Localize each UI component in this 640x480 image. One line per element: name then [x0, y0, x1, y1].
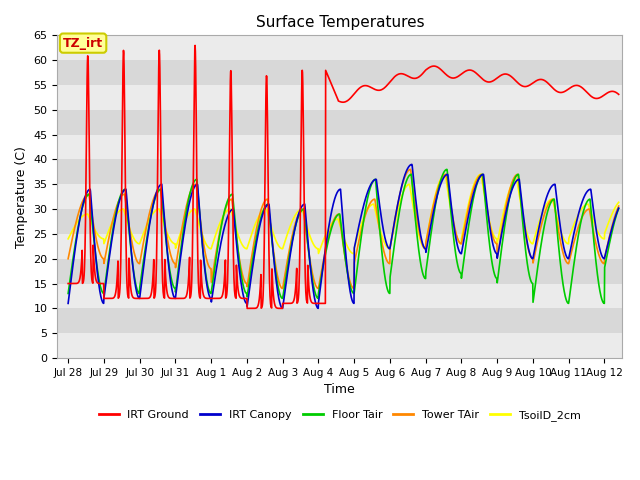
TsoilD_2cm — [350, 251, 358, 257]
X-axis label: Time: Time — [324, 383, 355, 396]
TsoilD_2cm — [332, 216, 340, 222]
Floor Tair — [317, 274, 325, 280]
Floor Tair — [599, 299, 607, 304]
IRT Ground — [600, 93, 607, 98]
Line: IRT Canopy: IRT Canopy — [68, 165, 619, 308]
Text: TZ_irt: TZ_irt — [63, 36, 103, 49]
Bar — [58, 159, 622, 184]
Line: Floor Tair: Floor Tair — [68, 169, 619, 303]
IRT Canopy — [332, 192, 340, 198]
Y-axis label: Temperature (C): Temperature (C) — [15, 146, 28, 248]
Bar — [58, 134, 622, 159]
Tower TAir — [92, 236, 100, 242]
IRT Canopy — [599, 255, 607, 261]
Legend: IRT Ground, IRT Canopy, Floor Tair, Tower TAir, TsoilD_2cm: IRT Ground, IRT Canopy, Floor Tair, Towe… — [94, 406, 586, 425]
TsoilD_2cm — [600, 236, 607, 241]
Tower TAir — [350, 286, 358, 291]
IRT Canopy — [314, 305, 322, 311]
Floor Tair — [332, 215, 340, 220]
Line: IRT Ground: IRT Ground — [68, 46, 619, 308]
Floor Tair — [92, 257, 100, 263]
IRT Ground — [333, 93, 340, 99]
Bar — [58, 284, 622, 308]
Floor Tair — [600, 300, 608, 306]
TsoilD_2cm — [599, 236, 607, 241]
IRT Ground — [599, 93, 607, 99]
IRT Ground — [499, 72, 506, 78]
Bar — [58, 308, 622, 333]
Bar — [58, 333, 622, 358]
Tower TAir — [499, 224, 506, 230]
IRT Ground — [318, 300, 326, 306]
IRT Canopy — [64, 300, 72, 306]
Bar — [58, 234, 622, 259]
Floor Tair — [64, 290, 72, 296]
Tower TAir — [332, 214, 340, 219]
Line: Tower TAir: Tower TAir — [68, 169, 619, 288]
IRT Ground — [615, 92, 623, 97]
Bar — [58, 209, 622, 234]
Floor Tair — [498, 243, 506, 249]
Bar — [58, 85, 622, 110]
Tower TAir — [599, 260, 607, 266]
Floor Tair — [615, 205, 623, 211]
IRT Ground — [92, 278, 100, 284]
Tower TAir — [64, 256, 72, 262]
IRT Ground — [64, 281, 72, 287]
IRT Ground — [243, 305, 251, 311]
Floor Tair — [443, 167, 451, 172]
TsoilD_2cm — [477, 171, 485, 177]
Bar — [58, 60, 622, 85]
TsoilD_2cm — [615, 199, 623, 205]
IRT Canopy — [499, 228, 506, 234]
IRT Canopy — [92, 259, 100, 264]
Tower TAir — [317, 270, 325, 276]
TsoilD_2cm — [317, 243, 325, 249]
Title: Surface Temperatures: Surface Temperatures — [255, 15, 424, 30]
TsoilD_2cm — [64, 236, 72, 242]
Tower TAir — [615, 203, 623, 209]
Bar — [58, 184, 622, 209]
Floor Tair — [599, 300, 607, 305]
Bar — [58, 259, 622, 284]
IRT Ground — [191, 43, 199, 48]
Tower TAir — [600, 261, 607, 266]
IRT Canopy — [408, 162, 416, 168]
IRT Canopy — [600, 255, 607, 261]
Line: TsoilD_2cm: TsoilD_2cm — [68, 174, 619, 254]
TsoilD_2cm — [92, 229, 100, 235]
Bar — [58, 36, 622, 60]
IRT Canopy — [615, 205, 623, 211]
TsoilD_2cm — [499, 216, 506, 221]
IRT Canopy — [317, 276, 325, 281]
Tower TAir — [406, 167, 414, 172]
Bar — [58, 110, 622, 134]
